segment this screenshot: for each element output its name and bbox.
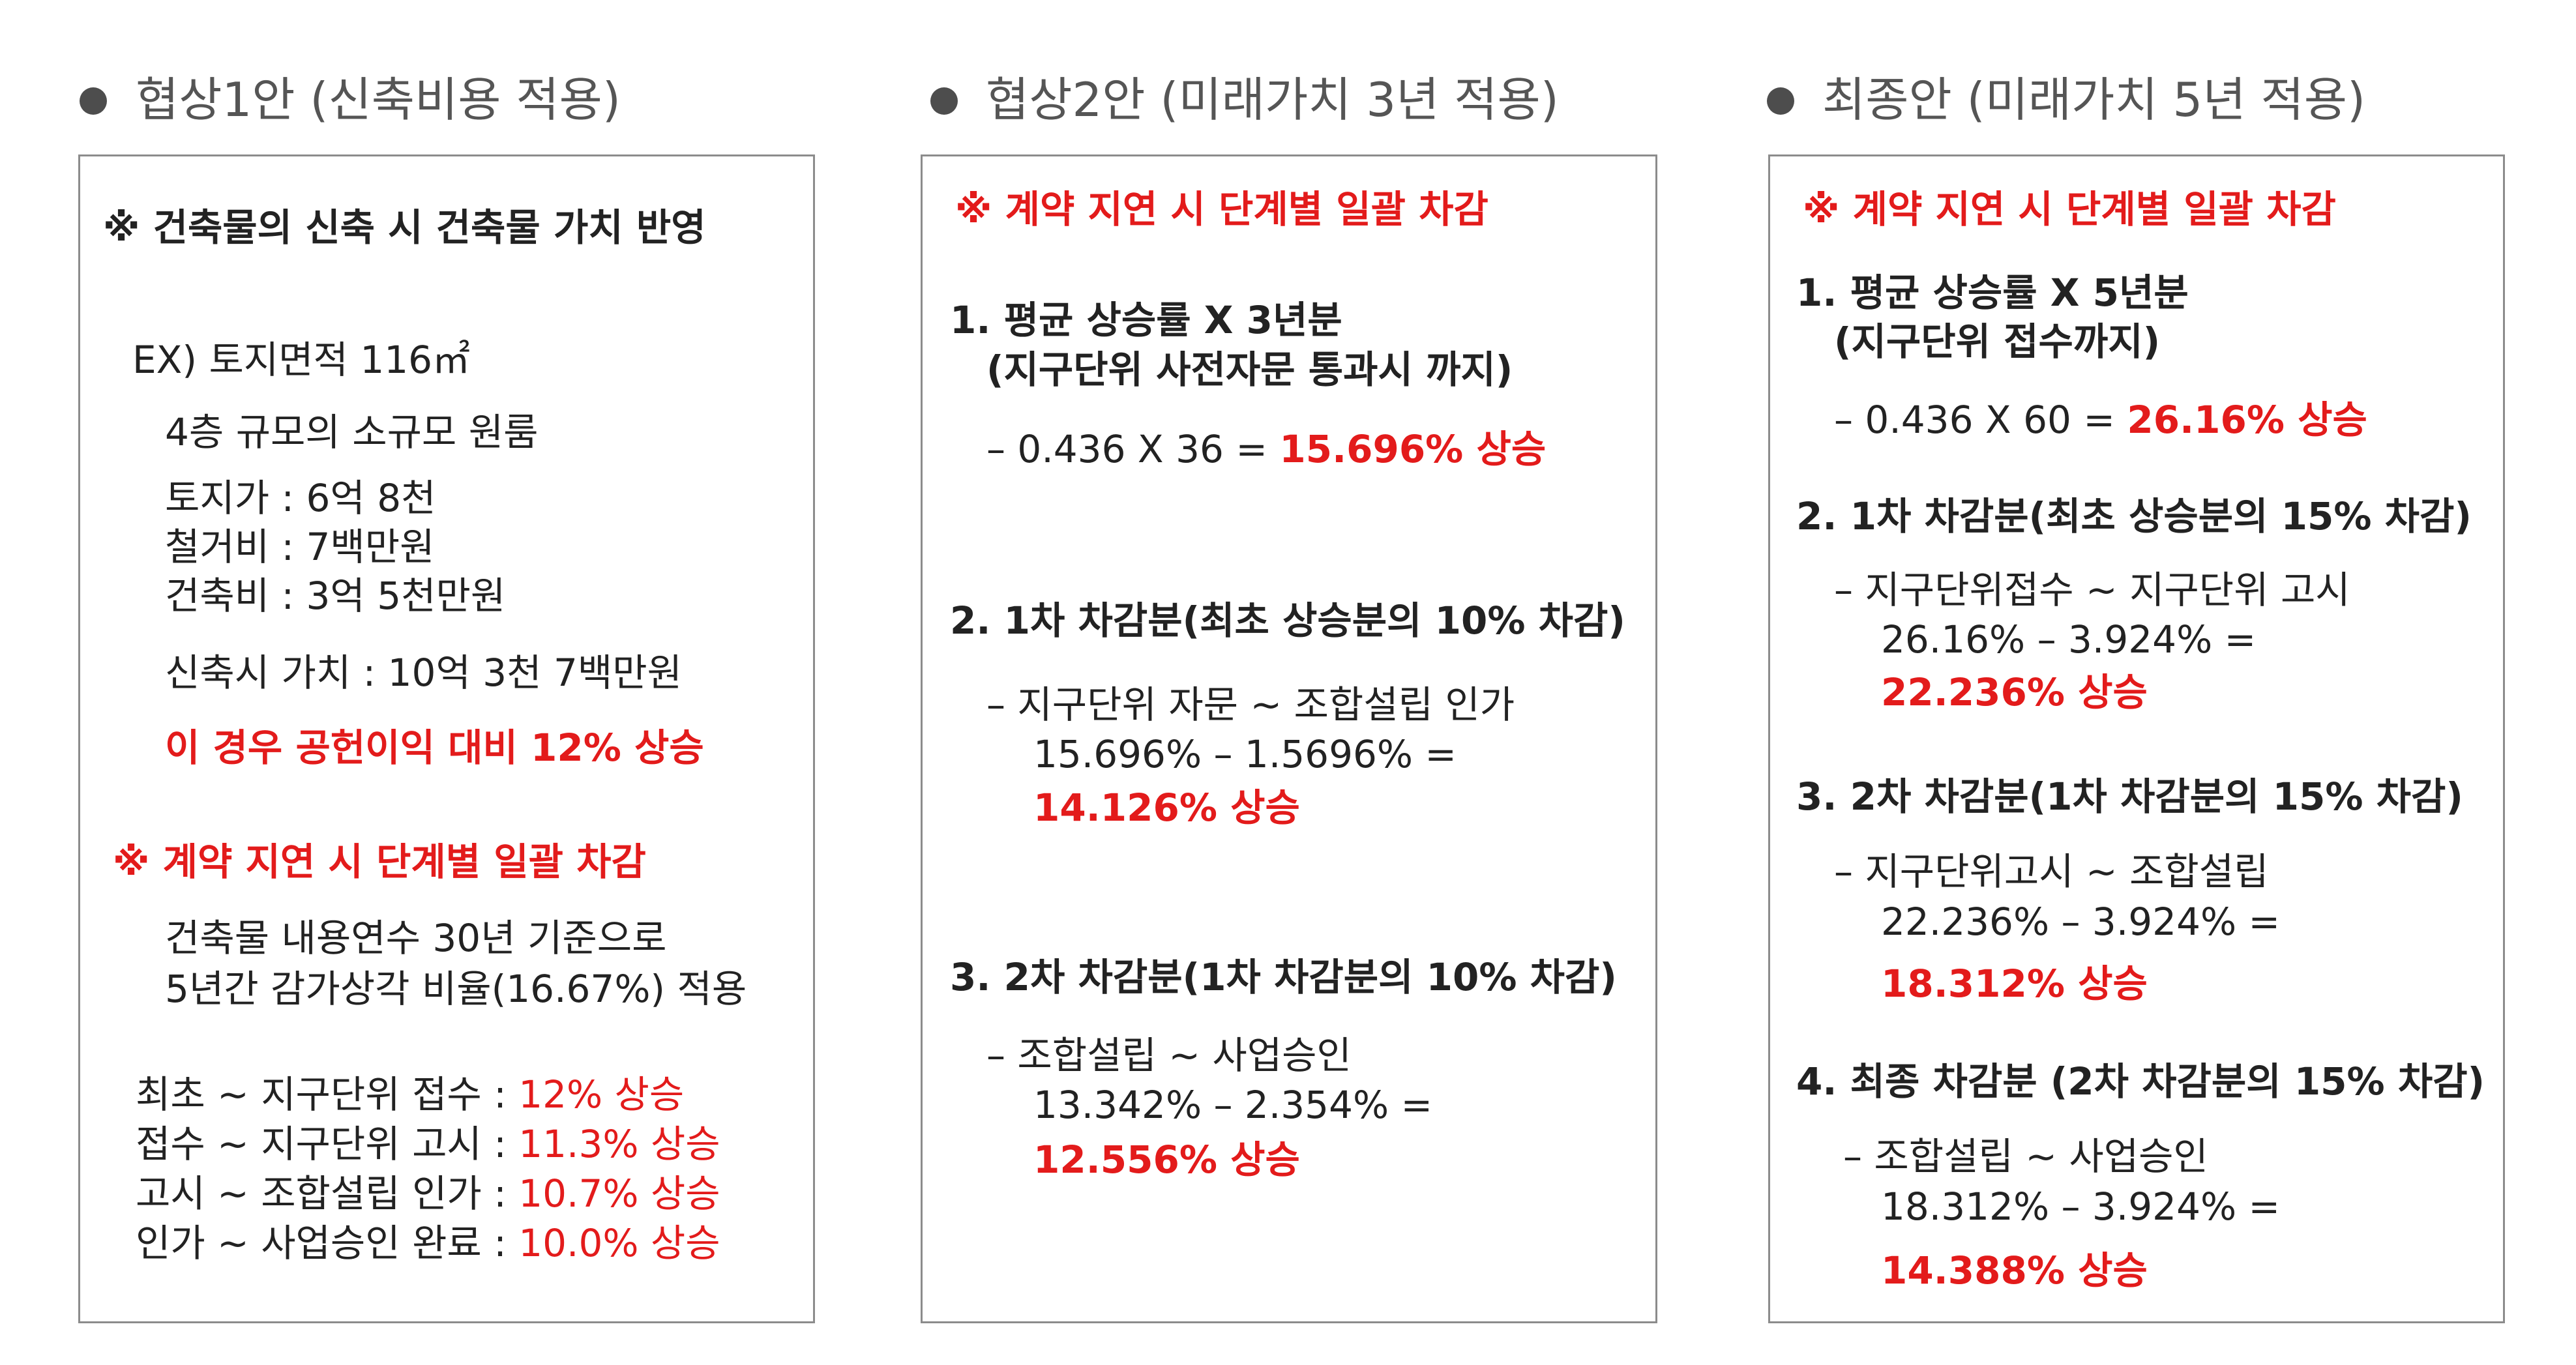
col2-panel: ※ 계약 지연 시 단계별 일괄 차감 1. 평균 상승률 X 3년분 (지구단… (921, 154, 1657, 1323)
col2-step1-title: 1. 평균 상승률 X 3년분 (950, 298, 1342, 342)
col3-heading: 최종안 (미래가치 5년 적용) (1822, 72, 2366, 127)
col1-stage-label: 고시 ~ 조합설립 인가 : (136, 1171, 519, 1216)
col1-panel: ※ 건축물의 신축 시 건축물 가치 반영 EX) 토지면적 116㎡ 4층 규… (78, 154, 815, 1323)
col3-step1-result: 26.16% 상승 (2127, 398, 2367, 442)
col3-step3-title: 3. 2차 차감분(1차 차감분의 15% 차감) (1796, 774, 2463, 819)
col2-step1-result: 15.696% 상승 (1279, 427, 1547, 471)
col2-step1-subtitle: (지구단위 사전자문 통과시 까지) (986, 347, 1513, 392)
col1-stage-value: 10.7% 상승 (518, 1171, 720, 1216)
col1-note-delay: ※ 계약 지연 시 단계별 일괄 차감 (113, 840, 646, 884)
col1-land-price: 토지가 : 6억 8천 (165, 476, 436, 520)
col1-stage-row: 고시 ~ 조합설립 인가 : 10.7% 상승 (136, 1175, 720, 1212)
col3-step3-range: – 지구단위고시 ~ 조합설립 (1834, 849, 2269, 894)
col1-stage-value: 11.3% 상승 (518, 1122, 720, 1166)
col3-step4-calc: 18.312% – 3.924% = (1881, 1184, 2281, 1229)
col3-step1-subtitle: (지구단위 접수까지) (1834, 319, 2161, 364)
col3-step3-calc: 22.236% – 3.924% = (1881, 900, 2281, 944)
col2-heading: 협상2안 (미래가치 3년 적용) (986, 72, 1559, 127)
col1-example: EX) 토지면적 116㎡ (132, 338, 471, 382)
col1-stage-label: 최초 ~ 지구단위 접수 : (136, 1072, 519, 1117)
bullet-dot-icon (930, 87, 958, 115)
col2-step2-title: 2. 1차 차감분(최초 상승분의 10% 차감) (950, 598, 1625, 643)
col1-heading: 협상1안 (신축비용 적용) (136, 72, 621, 127)
col2-step2-range: – 지구단위 자문 ~ 조합설립 인가 (986, 682, 1515, 727)
col1-scale: 4층 규모의 소규모 원룸 (165, 410, 539, 454)
col1-stage-row: 접수 ~ 지구단위 고시 : 11.3% 상승 (136, 1125, 720, 1163)
col2-step2-result: 14.126% 상승 (1033, 785, 1300, 830)
col3-step4-range: – 조합설립 ~ 사업승인 (1843, 1134, 2208, 1179)
col1-build-cost: 건축비 : 3억 5천만원 (165, 574, 506, 618)
col2-step3-title: 3. 2차 차감분(1차 차감분의 10% 차감) (950, 955, 1617, 999)
col2-step2-calc: 15.696% – 1.5696% = (1033, 732, 1457, 776)
col1-stage-row: 인가 ~ 사업승인 완료 : 10.0% 상승 (136, 1224, 720, 1262)
col3-step1-title: 1. 평균 상승률 X 5년분 (1796, 271, 2189, 315)
col3-panel: ※ 계약 지연 시 단계별 일괄 차감 1. 평균 상승률 X 5년분 (지구단… (1768, 154, 2505, 1323)
col1-stage-row: 최초 ~ 지구단위 접수 : 12% 상승 (136, 1076, 684, 1113)
col3-step2-calc: 26.16% – 3.924% = (1881, 617, 2257, 662)
col2-step3-result: 12.556% 상승 (1033, 1138, 1300, 1182)
col1-lifespan-line1: 건축물 내용연수 30년 기준으로 (165, 916, 667, 960)
col3-step2-range: – 지구단위접수 ~ 지구단위 고시 (1834, 568, 2350, 612)
col1-new-value: 신축시 가치 : 10억 3천 7백만원 (165, 651, 682, 695)
col3-step4-title: 4. 최종 차감분 (2차 차감분의 15% 차감) (1796, 1059, 2485, 1104)
col2-step1-formula: – 0.436 X 36 = (986, 427, 1280, 471)
col1-stage-label: 접수 ~ 지구단위 고시 : (136, 1122, 519, 1166)
col3-step4-result: 14.388% 상승 (1881, 1248, 2148, 1293)
col1-stage-label: 인가 ~ 사업승인 완료 : (136, 1221, 519, 1265)
bullet-dot-icon (80, 87, 107, 115)
col2-note-delay: ※ 계약 지연 시 단계별 일괄 차감 (955, 187, 1488, 231)
col1-case-result: 이 경우 공헌이익 대비 12% 상승 (165, 726, 704, 770)
col3-step1-calc: – 0.436 X 60 = 26.16% 상승 (1834, 401, 2367, 439)
col1-stage-value: 12% 상승 (518, 1072, 685, 1117)
col2-step1-calc: – 0.436 X 36 = 15.696% 상승 (986, 430, 1546, 468)
col2-step3-calc: 13.342% – 2.354% = (1033, 1083, 1433, 1127)
col1-lifespan-line2: 5년간 감가상각 비율(16.67%) 적용 (165, 967, 747, 1011)
col3-step3-result: 18.312% 상승 (1881, 961, 2148, 1006)
col1-note-building: ※ 건축물의 신축 시 건축물 가치 반영 (103, 205, 706, 250)
col3-step1-formula: – 0.436 X 60 = (1834, 398, 2127, 442)
col1-stage-value: 10.0% 상승 (518, 1221, 720, 1265)
col1-demolish-cost: 철거비 : 7백만원 (165, 525, 435, 569)
col2-step3-range: – 조합설립 ~ 사업승인 (986, 1033, 1352, 1078)
col3-step2-title: 2. 1차 차감분(최초 상승분의 15% 차감) (1796, 494, 2472, 538)
col3-step2-result: 22.236% 상승 (1881, 670, 2148, 714)
bullet-dot-icon (1767, 87, 1794, 115)
col3-note-delay: ※ 계약 지연 시 단계별 일괄 차감 (1803, 187, 2336, 231)
